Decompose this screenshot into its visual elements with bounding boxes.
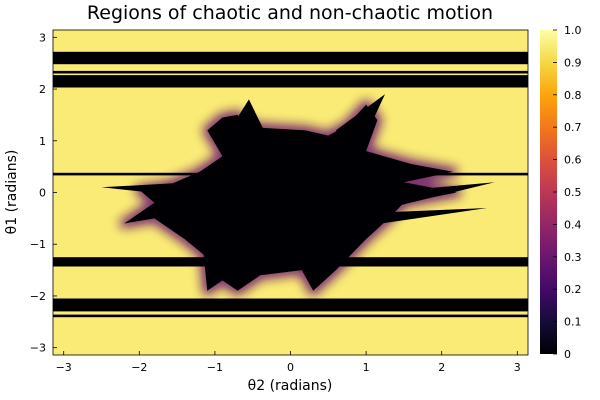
chaotic-spike xyxy=(335,94,385,152)
chaotic-spike xyxy=(226,99,264,136)
x-axis-label: θ2 (radians) xyxy=(248,378,333,394)
colorbar-tick-label: 0.8 xyxy=(564,89,582,102)
chaotic-spike xyxy=(101,182,200,198)
heatmap-plot-area xyxy=(53,30,528,355)
y-tick-label: 2 xyxy=(39,83,46,96)
y-tick-label: 0 xyxy=(39,187,46,200)
y-tick-label: −3 xyxy=(30,342,46,355)
chaotic-spike xyxy=(381,182,495,208)
chaotic-spike xyxy=(366,208,488,224)
colorbar: 0 0.1 0.2 0.3 0.4 0.5 0.6 0.7 0.8 0.9 1.0 xyxy=(540,24,582,361)
colorbar-tick-label: 0.9 xyxy=(564,56,582,69)
colorbar-tick-label: 0.7 xyxy=(564,121,582,134)
colorbar-tick-label: 0.6 xyxy=(564,154,582,167)
chart-title: Regions of chaotic and non-chaotic motio… xyxy=(87,2,493,24)
colorbar-ticks: 0 0.1 0.2 0.3 0.4 0.5 0.6 0.7 0.8 0.9 1.0 xyxy=(553,24,582,361)
y-tick-label: 1 xyxy=(39,135,46,148)
y-axis-ticks: −3 −2 −1 0 1 2 3 xyxy=(30,31,57,355)
colorbar-tick-label: 0.4 xyxy=(564,218,582,231)
y-tick-label: −2 xyxy=(30,290,46,303)
x-tick-label: 1 xyxy=(363,361,370,374)
x-tick-label: 2 xyxy=(438,361,445,374)
y-tick-label: 3 xyxy=(39,31,46,44)
horizontal-band xyxy=(53,51,528,65)
x-tick-label: 0 xyxy=(287,361,294,374)
y-tick-label: −1 xyxy=(30,238,46,251)
x-tick-label: 3 xyxy=(514,361,521,374)
horizontal-band xyxy=(53,75,528,88)
colorbar-tick-label: 0.2 xyxy=(564,283,582,296)
horizontal-band xyxy=(53,298,528,312)
horizontal-band xyxy=(53,314,528,318)
colorbar-tick-label: 1.0 xyxy=(564,24,582,37)
colorbar-tick-label: 0 xyxy=(564,348,571,361)
colorbar-gradient xyxy=(540,30,557,354)
x-tick-label: −3 xyxy=(56,361,72,374)
colorbar-tick-label: 0.5 xyxy=(564,186,582,199)
y-axis-label: θ1 (radians) xyxy=(4,150,20,235)
chaotic-regions xyxy=(53,51,528,318)
horizontal-band xyxy=(53,70,528,74)
colorbar-tick-label: 0.1 xyxy=(564,316,582,329)
colorbar-tick-label: 0.3 xyxy=(564,251,582,264)
central-chaotic-region xyxy=(124,104,457,291)
x-axis-ticks: −3 −2 −1 0 1 2 3 xyxy=(56,351,521,374)
x-tick-label: −2 xyxy=(131,361,147,374)
x-tick-label: −1 xyxy=(207,361,223,374)
